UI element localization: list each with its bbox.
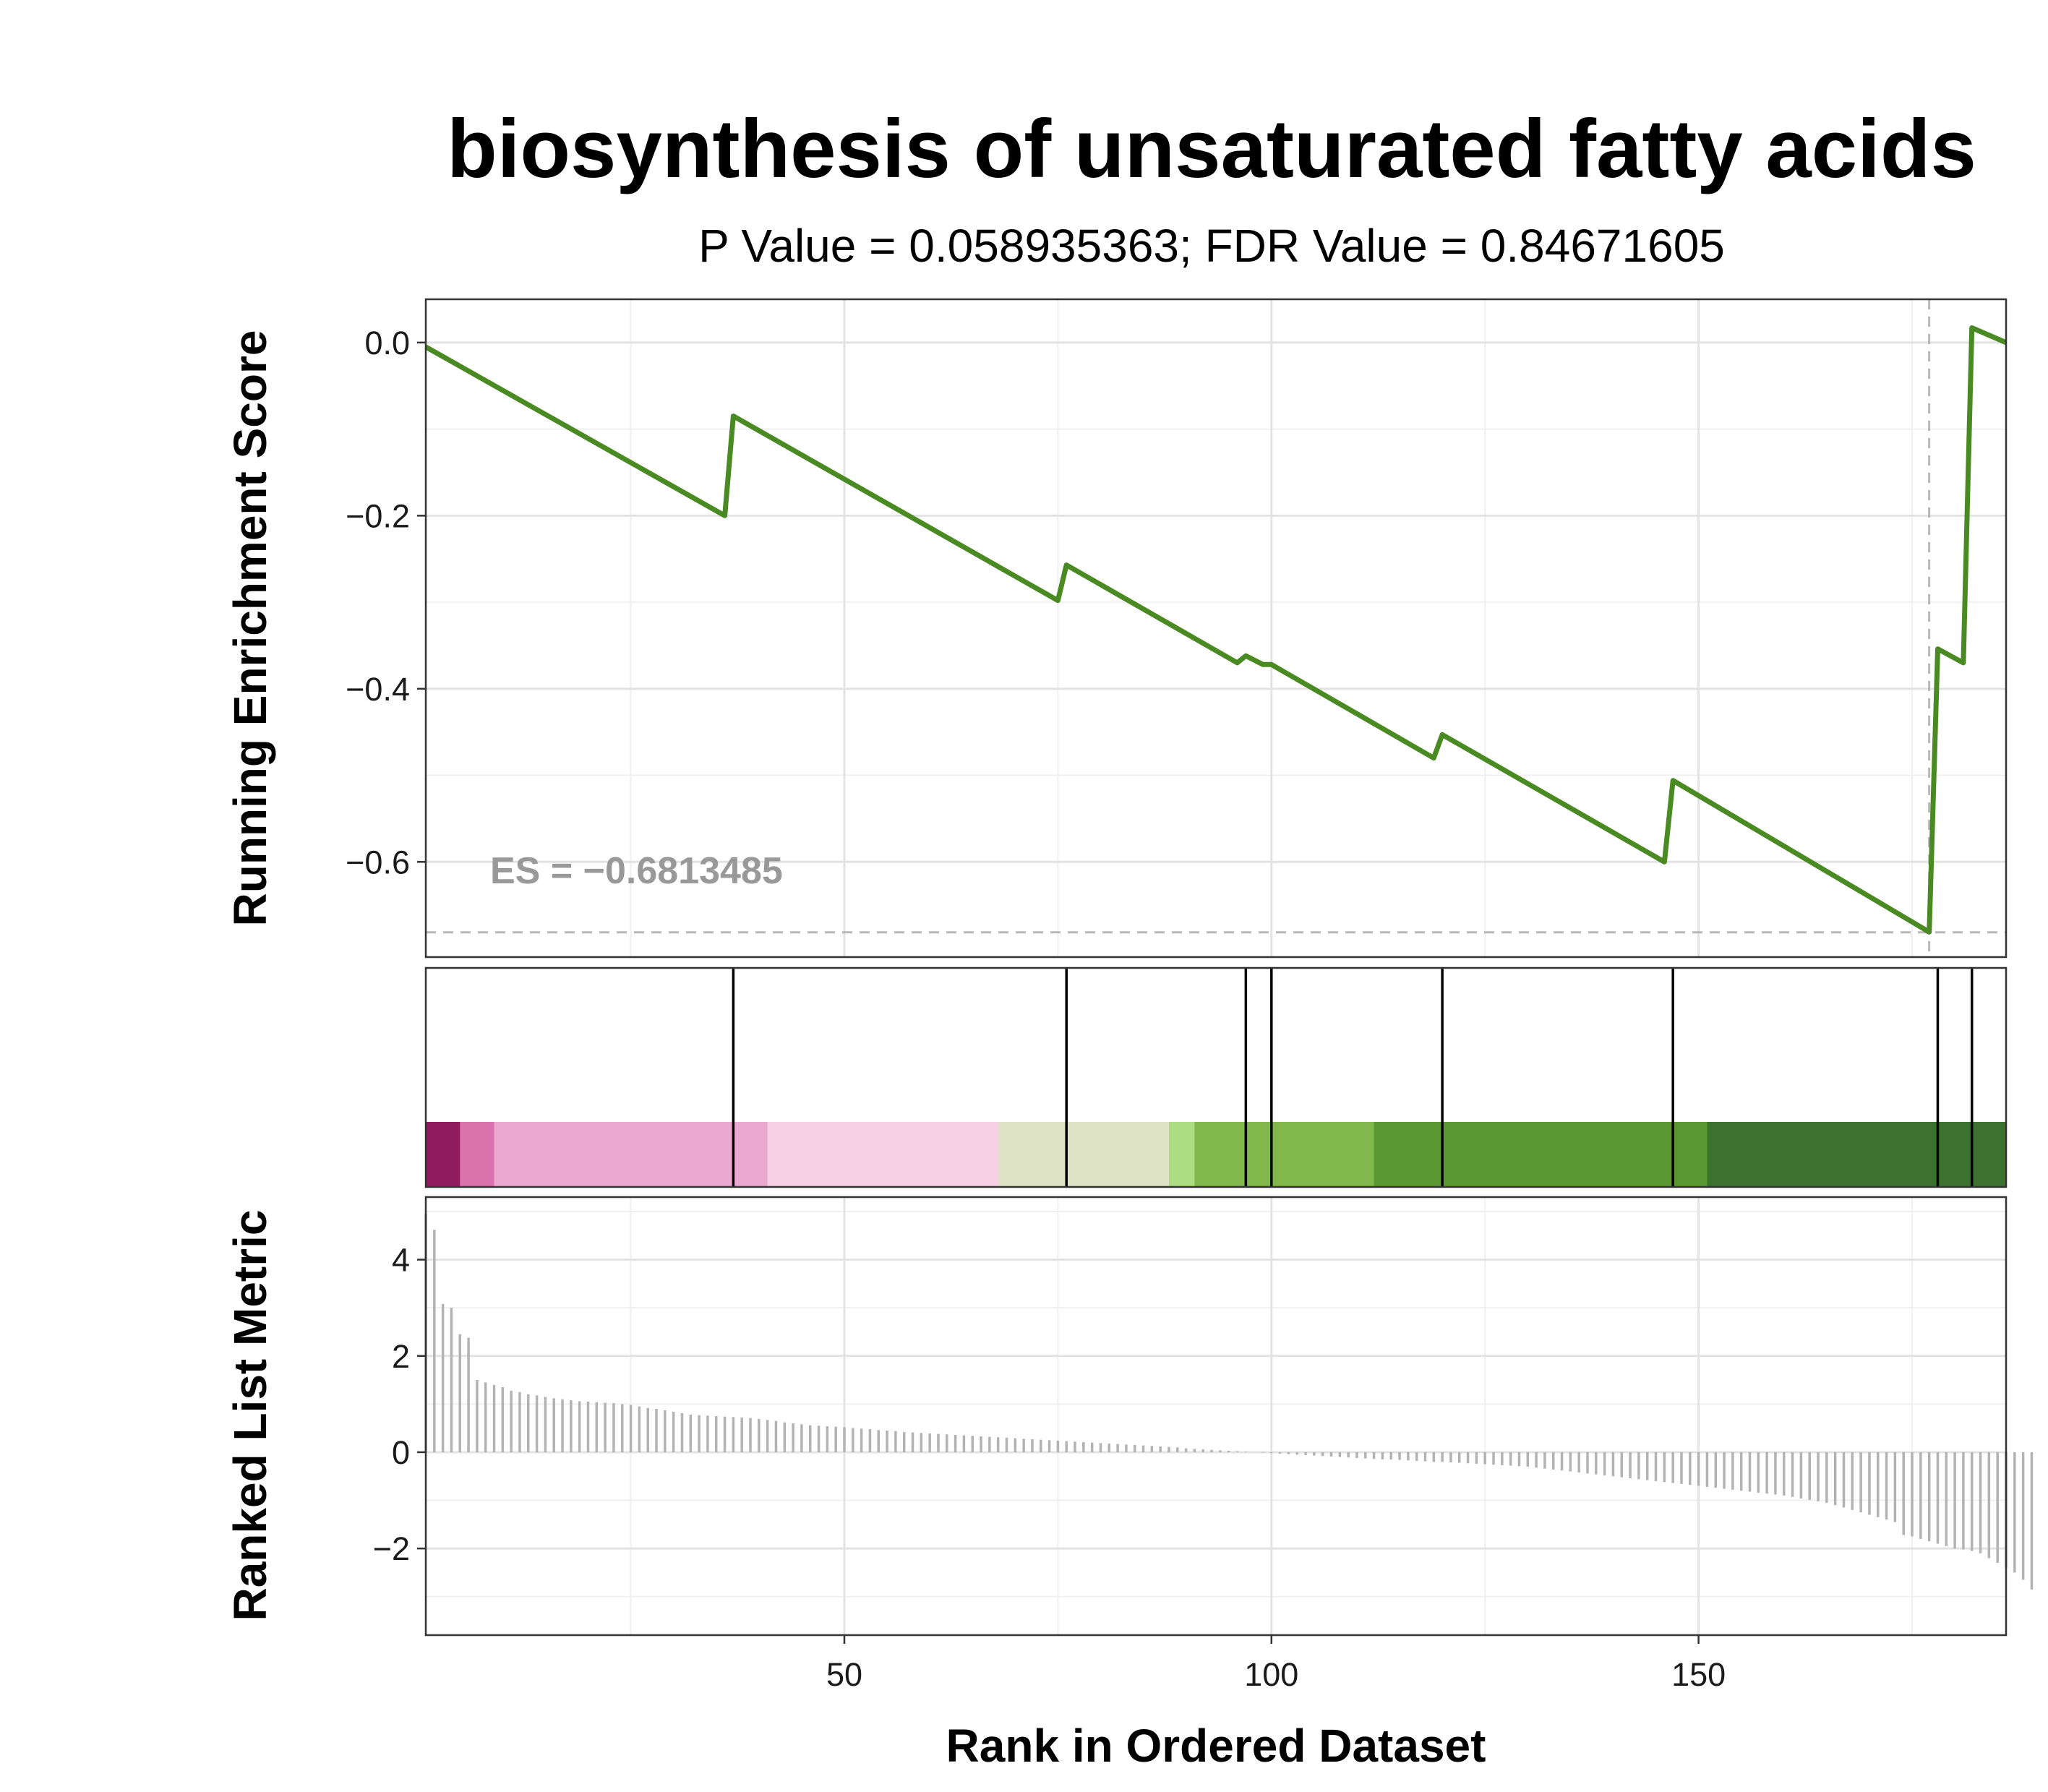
heat-band <box>1707 1122 2007 1187</box>
es-y-tick-label: −0.2 <box>346 497 410 534</box>
metric-y-ticks: 4 2 0 −2 <box>373 1242 426 1567</box>
heat-band <box>494 1122 768 1187</box>
heat-band <box>1194 1122 1375 1187</box>
es-y-axis-label: Running Enrichment Score <box>224 330 276 927</box>
es-y-tick-label: 0.0 <box>364 325 410 361</box>
gene-hit-lines <box>732 968 1974 1187</box>
metric-y-tick-label: −2 <box>373 1530 410 1567</box>
heat-band <box>998 1122 1170 1187</box>
es-y-tick-label: −0.4 <box>346 671 410 708</box>
heat-band <box>1374 1122 1708 1187</box>
es-gridlines <box>426 299 2006 957</box>
x-ticks: 50 100 150 <box>826 1635 1726 1693</box>
chart-title: biosynthesis of unsaturated fatty acids <box>447 103 1976 195</box>
heat-band <box>460 1122 495 1187</box>
heat-band <box>426 1122 460 1187</box>
es-y-tick-label: −0.6 <box>346 844 410 880</box>
chart-subtitle: P Value = 0.058935363; FDR Value = 0.846… <box>698 220 1725 272</box>
metric-y-axis-label: Ranked List Metric <box>224 1209 276 1621</box>
heat-band <box>1169 1122 1195 1187</box>
x-tick-label: 50 <box>826 1656 862 1693</box>
es-annotation: ES = −0.6813485 <box>490 850 783 892</box>
es-curve <box>424 325 2008 935</box>
metric-panel-border <box>424 1196 2008 1637</box>
heat-band <box>767 1122 999 1187</box>
es-panel-border <box>424 298 2008 959</box>
running-enrichment-score-panel: ES = −0.6813485 0.0 −0.2 −0.4 −0.6 Running … <box>224 298 2008 959</box>
ranked-list-metric-panel: 4 2 0 −2 50 100 150 Ranked List Metric <box>224 1196 2034 1693</box>
metric-y-tick-label: 0 <box>392 1434 410 1471</box>
es-curve-layer <box>424 299 2008 957</box>
rank-heat-bar <box>426 1122 2007 1187</box>
es-y-ticks: 0.0 −0.2 −0.4 −0.6 <box>346 325 426 880</box>
metric-y-tick-label: 4 <box>392 1242 410 1279</box>
gene-hits-panel <box>424 966 2008 1188</box>
x-tick-label: 100 <box>1244 1656 1298 1693</box>
hits-panel-border <box>424 966 2008 1188</box>
x-axis-label: Rank in Ordered Dataset <box>946 1720 1486 1772</box>
x-tick-label: 150 <box>1671 1656 1726 1693</box>
metric-y-tick-label: 2 <box>392 1338 410 1375</box>
